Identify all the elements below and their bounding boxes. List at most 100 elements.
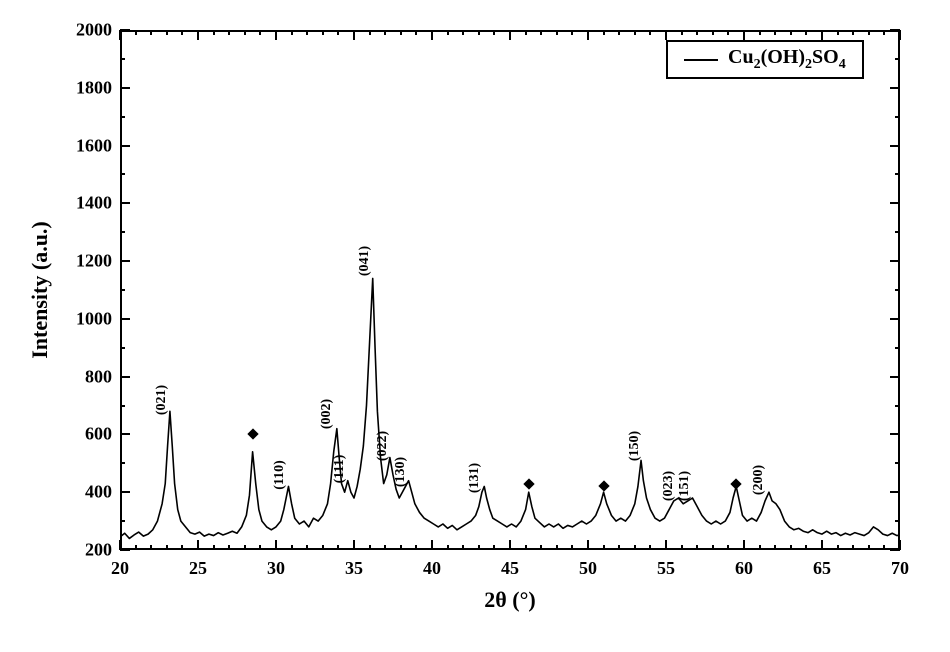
x-minor-tick (259, 30, 261, 35)
y-tick (120, 145, 130, 147)
peak-label: (002) (319, 399, 335, 429)
x-minor-tick (369, 545, 371, 550)
x-minor-tick (774, 545, 776, 550)
peak-label: (023) (661, 471, 677, 501)
y-minor-tick (895, 462, 900, 464)
x-tick (509, 540, 511, 550)
peak-label: (111) (332, 454, 348, 483)
x-minor-tick (478, 30, 480, 35)
x-tick-label: 55 (657, 558, 675, 579)
x-minor-tick (259, 545, 261, 550)
x-minor-tick (462, 30, 464, 35)
x-minor-tick (447, 545, 449, 550)
x-minor-tick (384, 30, 386, 35)
x-minor-tick (883, 30, 885, 35)
y-tick-label: 400 (85, 482, 112, 503)
x-tick (821, 540, 823, 550)
legend-sample-line (684, 59, 718, 62)
x-minor-tick (805, 545, 807, 550)
x-minor-tick (369, 30, 371, 35)
peak-label: (200) (751, 465, 767, 495)
x-minor-tick (291, 545, 293, 550)
x-minor-tick (634, 30, 636, 35)
x-minor-tick (291, 30, 293, 35)
y-minor-tick (895, 289, 900, 291)
x-tick (197, 30, 199, 40)
x-tick-label: 25 (189, 558, 207, 579)
legend-label: Cu2(OH)2SO4 (728, 46, 846, 73)
peak-label: (110) (272, 460, 288, 490)
x-minor-tick (400, 30, 402, 35)
peak-label: (041) (357, 246, 373, 276)
peak-label: (021) (154, 384, 170, 414)
x-minor-tick (634, 545, 636, 550)
x-minor-tick (493, 30, 495, 35)
x-tick (899, 540, 901, 550)
x-minor-tick (525, 545, 527, 550)
x-tick-label: 45 (501, 558, 519, 579)
x-minor-tick (525, 30, 527, 35)
x-tick (197, 540, 199, 550)
x-tick (275, 540, 277, 550)
y-tick-label: 1800 (76, 77, 112, 98)
xrd-pattern-line (0, 0, 950, 652)
x-minor-tick (384, 545, 386, 550)
x-minor-tick (571, 545, 573, 550)
x-minor-tick (868, 30, 870, 35)
x-minor-tick (213, 545, 215, 550)
peak-label: (150) (627, 431, 643, 461)
y-tick (890, 202, 900, 204)
x-tick-label: 20 (111, 558, 129, 579)
x-minor-tick (774, 30, 776, 35)
x-minor-tick (181, 545, 183, 550)
x-minor-tick (837, 545, 839, 550)
y-tick (890, 376, 900, 378)
y-minor-tick (120, 520, 125, 522)
y-tick-label: 800 (85, 366, 112, 387)
x-tick (431, 540, 433, 550)
y-tick-label: 2000 (76, 20, 112, 41)
x-minor-tick (322, 30, 324, 35)
peak-label: (022) (375, 431, 391, 461)
y-tick (890, 433, 900, 435)
x-minor-tick (166, 30, 168, 35)
y-minor-tick (120, 462, 125, 464)
y-tick (890, 87, 900, 89)
y-minor-tick (895, 231, 900, 233)
x-tick (743, 540, 745, 550)
x-minor-tick (306, 545, 308, 550)
x-tick (743, 30, 745, 40)
y-tick (120, 549, 130, 551)
x-minor-tick (681, 545, 683, 550)
y-minor-tick (895, 58, 900, 60)
x-minor-tick (556, 545, 558, 550)
x-minor-tick (556, 30, 558, 35)
x-minor-tick (415, 545, 417, 550)
x-tick (353, 540, 355, 550)
x-minor-tick (618, 545, 620, 550)
y-minor-tick (895, 520, 900, 522)
y-tick (890, 260, 900, 262)
x-tick (275, 30, 277, 40)
x-minor-tick (244, 545, 246, 550)
x-tick-label: 50 (579, 558, 597, 579)
x-minor-tick (135, 545, 137, 550)
y-minor-tick (895, 173, 900, 175)
x-minor-tick (540, 545, 542, 550)
x-minor-tick (540, 30, 542, 35)
x-minor-tick (478, 545, 480, 550)
y-tick (890, 318, 900, 320)
y-tick (120, 376, 130, 378)
y-minor-tick (120, 289, 125, 291)
y-minor-tick (120, 347, 125, 349)
y-tick (890, 145, 900, 147)
x-minor-tick (696, 545, 698, 550)
x-minor-tick (649, 30, 651, 35)
x-minor-tick (618, 30, 620, 35)
x-minor-tick (759, 30, 761, 35)
x-tick (899, 30, 901, 40)
x-minor-tick (244, 30, 246, 35)
x-tick (119, 30, 121, 40)
y-tick (120, 491, 130, 493)
legend-box: Cu2(OH)2SO4 (666, 40, 864, 79)
